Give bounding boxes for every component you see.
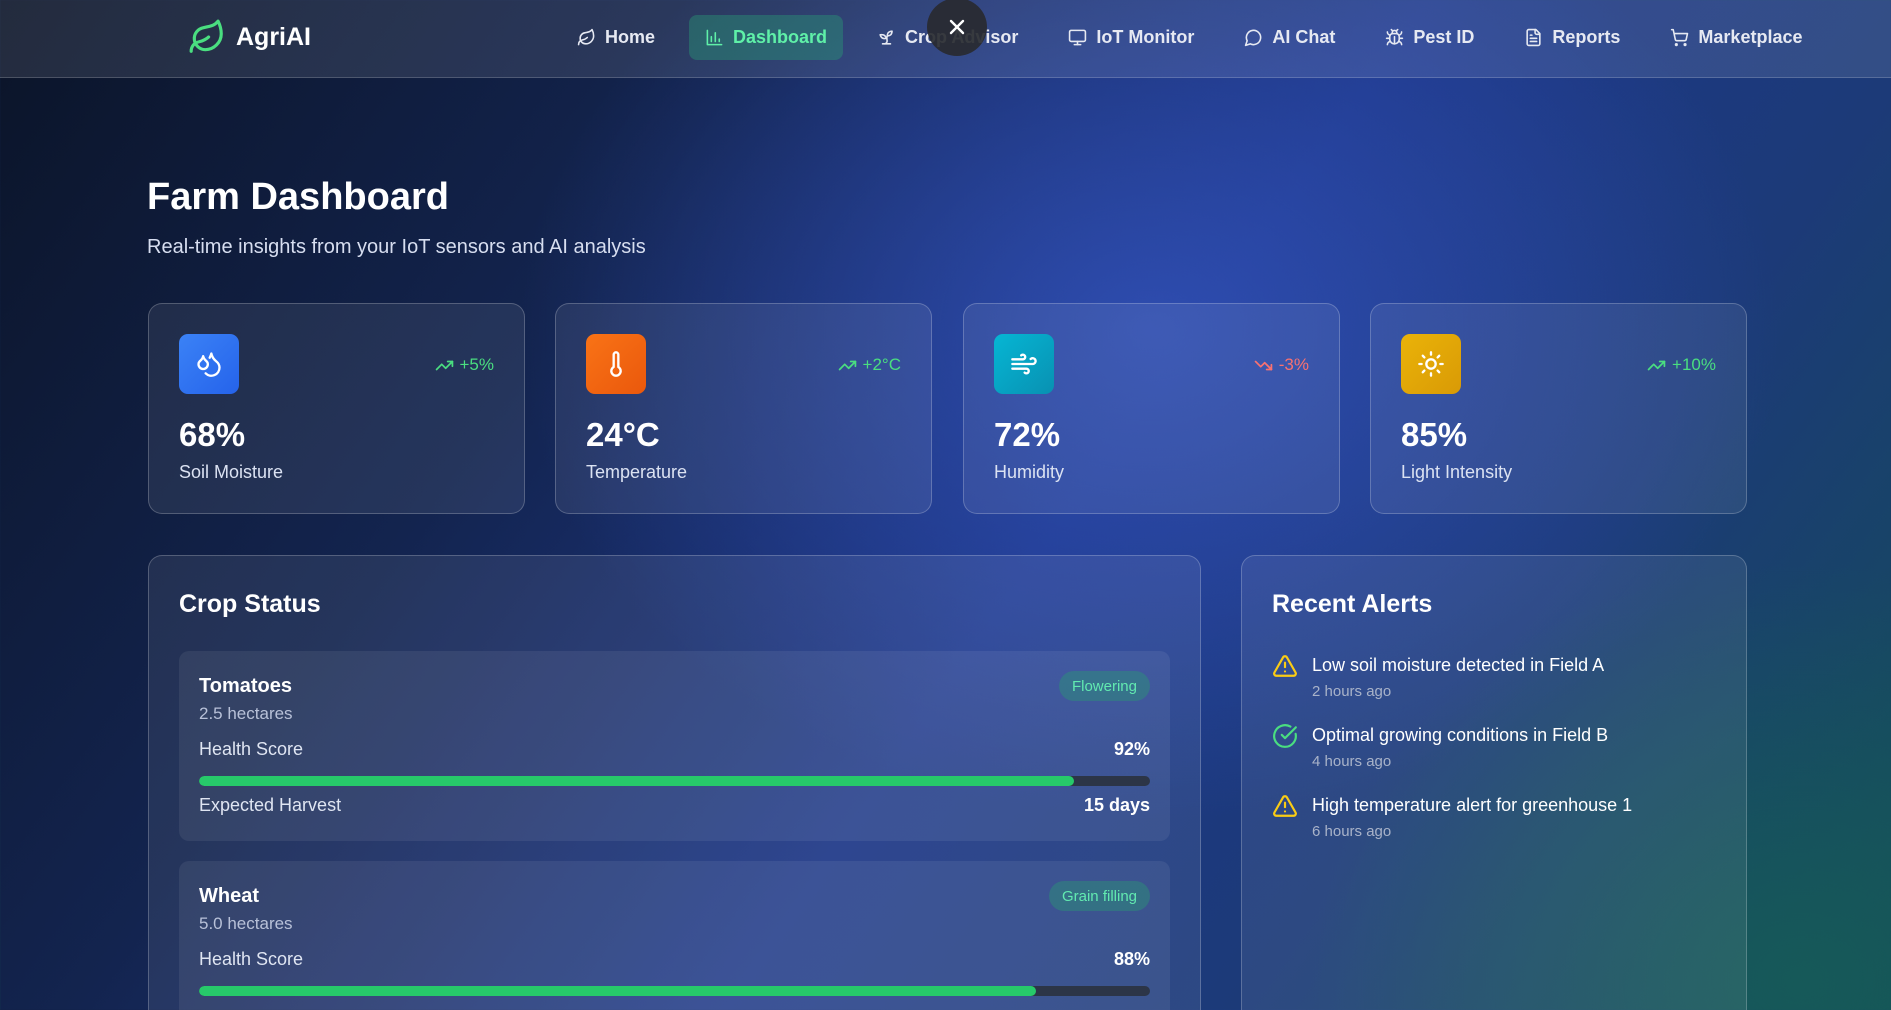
crop-name: Wheat [199, 885, 259, 907]
nav-item-marketplace[interactable]: Marketplace [1654, 15, 1818, 60]
health-progress-bar [199, 776, 1150, 786]
stat-icon-box [994, 334, 1054, 394]
stat-trend: +5% [435, 355, 495, 375]
nav-item-label: AI Chat [1272, 27, 1336, 47]
stat-icon-box [179, 334, 239, 394]
trending-up-icon [838, 360, 856, 370]
health-score-value: 92% [1113, 739, 1150, 759]
crop-stage-badge: Flowering [1058, 671, 1150, 701]
stat-value: 68% [179, 416, 246, 453]
chat-bubble-icon [1245, 29, 1262, 47]
page-subtitle: Real-time insights from your IoT sensors… [147, 236, 646, 258]
brand-name: AgriAI [236, 22, 311, 51]
nav-item-label: IoT Monitor [1096, 27, 1195, 47]
stat-card-light-intensity[interactable]: +10% 85% Light Intensity [1370, 303, 1747, 514]
stat-trend-value: +2°C [862, 355, 901, 374]
monitor-icon [1069, 29, 1087, 46]
stat-icon-box [586, 334, 646, 394]
health-score-label: Health Score [199, 949, 304, 969]
crop-card-wheat[interactable]: Wheat 5.0 hectares Grain filling Health … [179, 861, 1170, 1010]
alert-text: Optimal growing conditions in Field B [1312, 725, 1609, 745]
stat-trend-value: -3% [1278, 355, 1309, 374]
stat-value: 85% [1401, 416, 1468, 453]
warning-triangle-icon [1273, 655, 1297, 677]
nav-item-label: Pest ID [1413, 27, 1475, 47]
check-circle-icon [1273, 724, 1297, 748]
sprout-icon [879, 30, 893, 45]
alert-time: 2 hours ago [1312, 683, 1392, 700]
health-score-value: 88% [1113, 949, 1150, 969]
stat-trend: +2°C [838, 355, 901, 375]
nav-item-iot-monitor[interactable]: IoT Monitor [1052, 15, 1210, 60]
page-title: Farm Dashboard [147, 176, 449, 218]
droplets-icon [197, 352, 221, 377]
nav-item-label: Marketplace [1698, 27, 1803, 47]
brand[interactable]: AgriAI [188, 17, 311, 57]
health-progress-fill [199, 986, 1036, 996]
nav-item-home[interactable]: Home [561, 15, 671, 60]
top-navbar: AgriAI Home Dashboard Crop Advisor IoT M… [0, 0, 1891, 78]
nav-links: Home Dashboard Crop Advisor IoT Monitor … [561, 15, 1818, 60]
crop-card-tomatoes[interactable]: Tomatoes 2.5 hectares Flowering Health S… [179, 651, 1170, 841]
recent-alerts-title: Recent Alerts [1272, 590, 1433, 618]
leaf-icon [577, 28, 595, 46]
alert-text: Low soil moisture detected in Field A [1312, 655, 1605, 675]
thermometer-icon [610, 351, 622, 377]
nav-item-ai-chat[interactable]: AI Chat [1228, 15, 1351, 60]
alert-text: High temperature alert for greenhouse 1 [1312, 795, 1633, 815]
health-progress-fill [199, 776, 1074, 786]
health-progress-bar [199, 986, 1150, 996]
bug-icon [1386, 28, 1404, 46]
nav-item-label: Home [605, 27, 656, 47]
alert-time: 4 hours ago [1312, 753, 1392, 770]
crop-area: 5.0 hectares [199, 914, 293, 933]
stat-card-temperature[interactable]: +2°C 24°C Temperature [555, 303, 932, 514]
stat-trend-value: +5% [459, 355, 495, 374]
close-button[interactable] [927, 0, 987, 56]
crop-stage-badge: Grain filling [1048, 881, 1150, 911]
cart-icon [1671, 28, 1689, 47]
expected-harvest-label: Expected Harvest [199, 795, 342, 815]
crop-status-panel: Crop Status Tomatoes 2.5 hectares Flower… [148, 555, 1201, 1010]
document-icon [1526, 28, 1542, 47]
trending-up-icon [435, 360, 453, 370]
close-icon [949, 19, 965, 35]
stat-label: Humidity [994, 462, 1065, 482]
stat-label: Soil Moisture [179, 462, 284, 482]
nav-item-dashboard[interactable]: Dashboard [689, 15, 844, 60]
stat-card-humidity[interactable]: -3% 72% Humidity [963, 303, 1340, 514]
crop-status-title: Crop Status [179, 590, 321, 618]
stat-card-soil-moisture[interactable]: +5% 68% Soil Moisture [148, 303, 525, 514]
leaf-icon [189, 19, 223, 53]
bar-chart-icon [706, 29, 723, 46]
stat-label: Temperature [586, 462, 688, 482]
health-score-label: Health Score [199, 739, 304, 759]
stat-trend-value: +10% [1672, 355, 1716, 374]
trending-down-icon [1254, 360, 1273, 370]
nav-item-label: Dashboard [733, 27, 828, 47]
stat-trend: +10% [1647, 355, 1716, 375]
recent-alerts-panel: Recent Alerts Low soil moisture detected… [1241, 555, 1747, 1010]
wind-icon [1011, 353, 1037, 375]
stat-trend: -3% [1254, 355, 1309, 375]
stat-icon-box [1401, 334, 1461, 394]
crop-name: Tomatoes [199, 675, 292, 697]
stat-value: 24°C [586, 416, 660, 453]
nav-item-pest-id[interactable]: Pest ID [1369, 15, 1490, 60]
nav-item-reports[interactable]: Reports [1508, 15, 1636, 60]
alert-time: 6 hours ago [1312, 823, 1392, 840]
trending-up-icon [1647, 360, 1666, 370]
crop-area: 2.5 hectares [199, 704, 293, 723]
stat-value: 72% [994, 416, 1061, 453]
stat-label: Light Intensity [1401, 462, 1513, 482]
expected-harvest-value: 15 days [1083, 795, 1150, 815]
nav-item-label: Reports [1552, 27, 1621, 47]
sun-icon [1418, 351, 1444, 377]
warning-triangle-icon [1273, 795, 1297, 817]
